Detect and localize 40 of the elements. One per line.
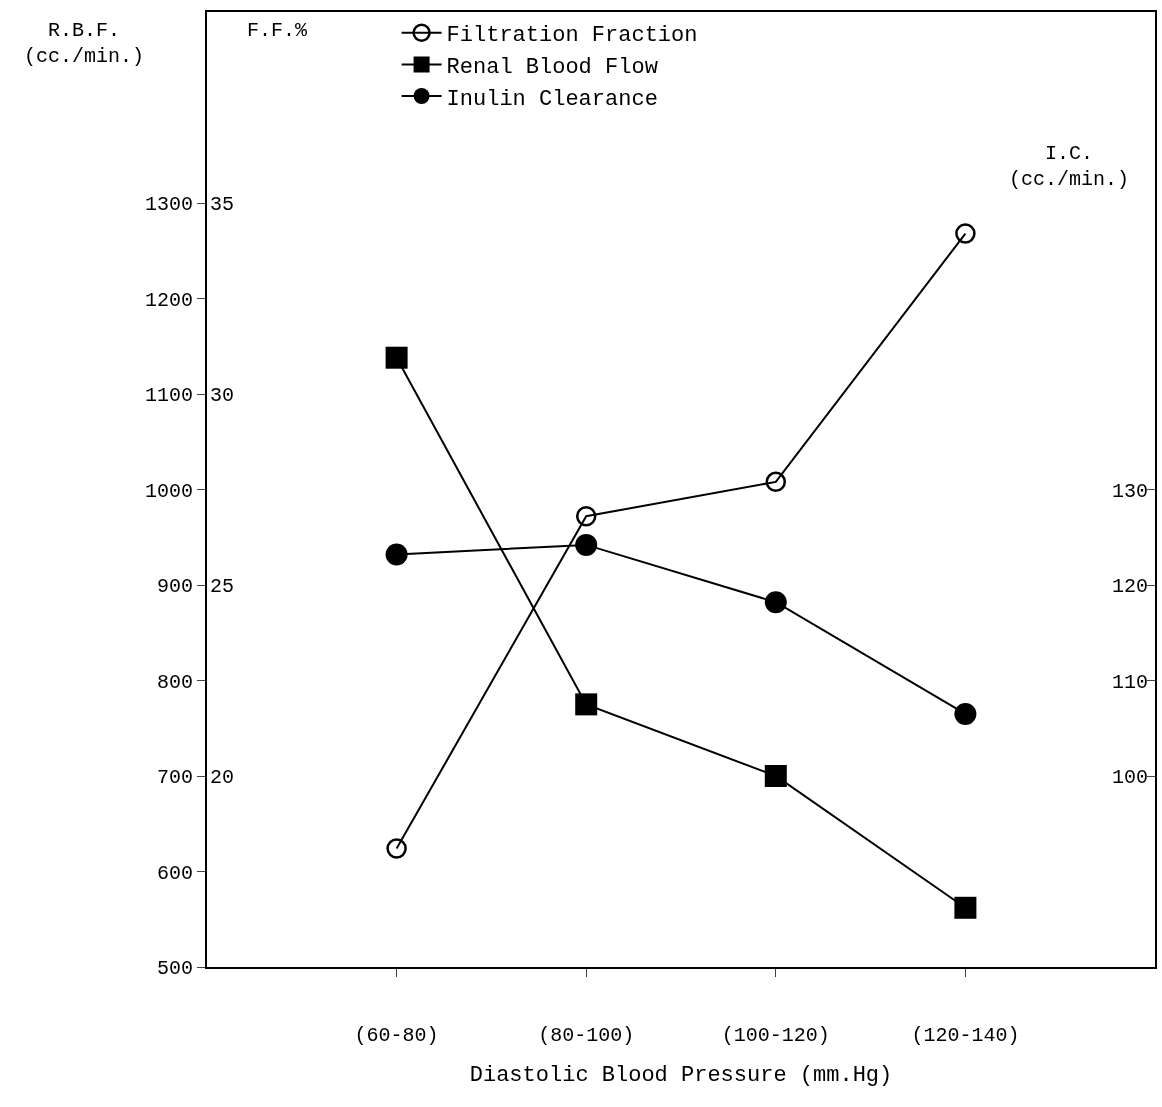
point (765, 471, 787, 493)
point (955, 223, 976, 244)
x-tick-label: (120-140) (911, 1024, 1020, 1047)
point (575, 533, 598, 556)
y2-tick-label: 30 (210, 384, 235, 407)
point (764, 591, 787, 614)
y2-tick-label: 20 (210, 766, 235, 789)
x-axis-title: Diastolic Blood Pressure (mm.Hg) (469, 1063, 893, 1089)
y3-tick-label: 130 (1111, 479, 1148, 503)
x-tick-label: (80-100) (538, 1024, 635, 1047)
point (385, 543, 408, 566)
y-tick-label: 800 (156, 670, 193, 694)
y-tick-label: 1300 (144, 193, 193, 216)
point (386, 838, 407, 859)
point (954, 702, 977, 725)
y-tick-label: 1100 (144, 384, 193, 407)
x-tick-label: (100-120) (721, 1024, 830, 1047)
y3-tick-label: 110 (1111, 670, 1148, 694)
point (575, 505, 597, 527)
point (575, 693, 598, 716)
point (764, 765, 787, 787)
y-tick-label: 500 (156, 957, 193, 980)
y-tick-label: 600 (156, 861, 193, 885)
y2-tick-label: 25 (210, 575, 235, 598)
y-tick-label: 900 (156, 575, 193, 598)
y3-axis-title: I.C. (cc./min.) (1009, 142, 1130, 191)
legend-label: Filtration Fraction (446, 23, 698, 49)
y-axis-title: R.B.F. (cc./min.) (24, 19, 145, 68)
legend-label: Inulin Clearance (446, 86, 658, 112)
y3-tick-label: 100 (1111, 766, 1148, 789)
x-tick-label: (60-80) (354, 1024, 439, 1047)
y-tick-label: 1000 (144, 479, 193, 503)
y-tick-label: 1200 (144, 288, 193, 312)
y-tick-label: 700 (156, 766, 193, 789)
y2-tick-label: 35 (210, 193, 235, 216)
point (385, 346, 408, 369)
point (954, 896, 977, 919)
y2-axis-title: F.F.% (247, 19, 309, 42)
legend-label: Renal Blood Flow (446, 54, 658, 80)
y3-tick-label: 120 (1111, 575, 1148, 598)
